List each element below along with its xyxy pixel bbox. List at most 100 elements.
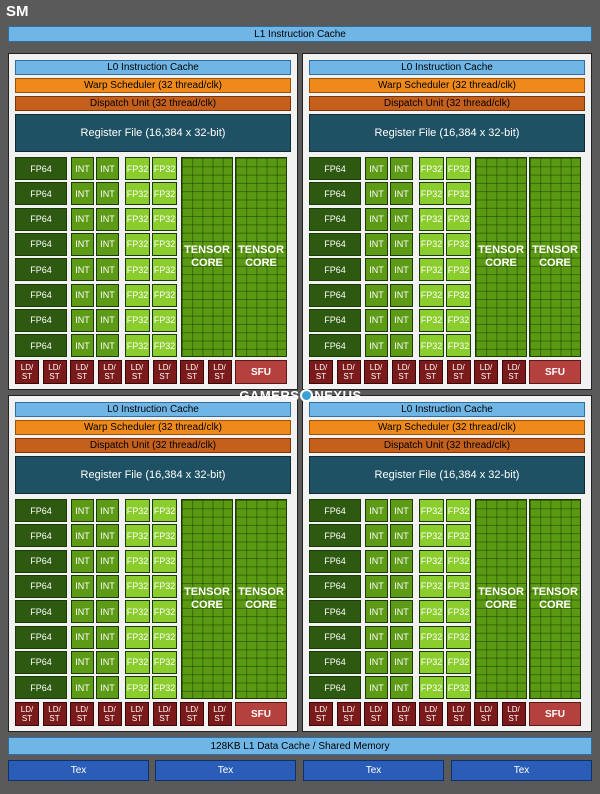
ld-st-unit: LD/ ST [125,702,149,726]
ld-st-unit: LD/ ST [391,360,416,384]
dispatch-unit: Dispatch Unit (32 thread/clk) [15,96,291,111]
fp64-unit: FP64 [309,207,361,231]
fp64-unit: FP64 [309,182,361,206]
int-unit: INT [96,258,119,282]
watermark-gear-icon [300,388,314,402]
ld-st-unit: LD/ ST [15,702,39,726]
fp64-unit: FP64 [309,232,361,256]
tensor-core: TENSOR CORE [235,157,287,358]
ld-st-unit: LD/ ST [180,702,204,726]
fp32-unit: FP32 [446,676,471,700]
fp64-unit: FP64 [309,625,361,649]
register-file: Register File (16,384 x 32-bit) [15,114,291,152]
fp32-unit: FP32 [446,232,471,256]
fp32-unit: FP32 [446,600,471,624]
int-unit: INT [365,258,388,282]
fp32-unit: FP32 [152,574,177,598]
int-unit: INT [365,334,388,358]
ld-st-unit: LD/ ST [125,360,149,384]
warp-scheduler: Warp Scheduler (32 thread/clk) [309,78,585,93]
int-unit: INT [390,334,413,358]
int-unit: INT [71,499,94,522]
fp64-unit: FP64 [15,549,67,573]
int-unit: INT [365,499,388,522]
int-unit: INT [96,308,119,332]
int-unit: INT [96,157,119,180]
int-unit: INT [71,574,94,598]
tensor-core: TENSOR CORE [529,157,581,358]
int-unit: INT [71,157,94,180]
int-unit: INT [71,334,94,358]
fp32-unit: FP32 [446,182,471,206]
fp32-unit: FP32 [419,258,444,282]
fp32-unit: FP32 [152,308,177,332]
fp64-unit: FP64 [15,182,67,206]
int-unit: INT [365,524,388,548]
fp32-unit: FP32 [419,334,444,358]
fp32-unit: FP32 [125,283,150,307]
ld-st-unit: LD/ ST [419,702,443,726]
tensor-core: TENSOR CORE [181,499,233,700]
int-unit: INT [365,600,388,624]
processing-block: L0 Instruction Cache Warp Scheduler (32 t… [302,395,592,732]
fp64-unit: FP64 [15,258,67,282]
fp32-unit: FP32 [419,549,444,573]
int-unit: INT [365,574,388,598]
int-unit: INT [390,650,413,674]
fp32-unit: FP32 [446,625,471,649]
int-unit: INT [96,650,119,674]
fp32-unit: FP32 [125,308,150,332]
int-unit: INT [71,625,94,649]
fp32-unit: FP32 [419,207,444,231]
fp32-unit: FP32 [419,650,444,674]
ld-st-unit: LD/ ST [70,360,94,384]
fp64-unit: FP64 [15,232,67,256]
fp32-unit: FP32 [419,182,444,206]
fp32-unit: FP32 [419,574,444,598]
fp32-unit: FP32 [125,207,150,231]
fp64-unit: FP64 [309,650,361,674]
ld-st-unit: LD/ ST [309,360,333,384]
int-unit: INT [71,258,94,282]
processing-block: L0 Instruction Cache Warp Scheduler (32 t… [8,395,298,732]
ld-st-unit: LD/ ST [70,702,94,726]
fp64-unit: FP64 [15,676,67,700]
ld-st-unit: LD/ ST [391,702,416,726]
tensor-core-label: TENSOR CORE [184,244,230,270]
fp32-unit: FP32 [446,157,471,180]
fp32-unit: FP32 [152,600,177,624]
fp32-unit: FP32 [152,232,177,256]
fp32-unit: FP32 [152,499,177,522]
int-unit: INT [96,524,119,548]
fp32-unit: FP32 [152,334,177,358]
l0-instruction-cache: L0 Instruction Cache [309,60,585,75]
int-unit: INT [96,207,119,231]
ld-st-unit: LD/ ST [207,360,232,384]
ld-st-unit: LD/ ST [364,702,388,726]
ld-st-unit: LD/ ST [15,360,39,384]
int-unit: INT [71,283,94,307]
sfu-unit: SFU [235,702,287,726]
tensor-core: TENSOR CORE [181,157,233,358]
int-unit: INT [390,625,413,649]
fp32-unit: FP32 [152,283,177,307]
tex-unit: Tex [8,760,149,781]
ld-st-unit: LD/ ST [309,702,333,726]
fp32-unit: FP32 [419,600,444,624]
tex-unit: Tex [451,760,592,781]
fp64-unit: FP64 [309,549,361,573]
warp-scheduler: Warp Scheduler (32 thread/clk) [15,420,291,435]
int-unit: INT [71,650,94,674]
fp32-unit: FP32 [419,308,444,332]
tensor-core-label: TENSOR CORE [478,586,524,612]
tensor-core: TENSOR CORE [475,157,527,358]
l0-instruction-cache: L0 Instruction Cache [309,402,585,417]
fp64-unit: FP64 [309,157,361,180]
fp32-unit: FP32 [152,625,177,649]
ld-st-unit: LD/ ST [446,702,471,726]
ld-st-unit: LD/ ST [207,702,232,726]
ld-st-unit: LD/ ST [336,360,361,384]
ld-st-unit: LD/ ST [474,702,498,726]
fp32-unit: FP32 [125,182,150,206]
int-unit: INT [390,676,413,700]
